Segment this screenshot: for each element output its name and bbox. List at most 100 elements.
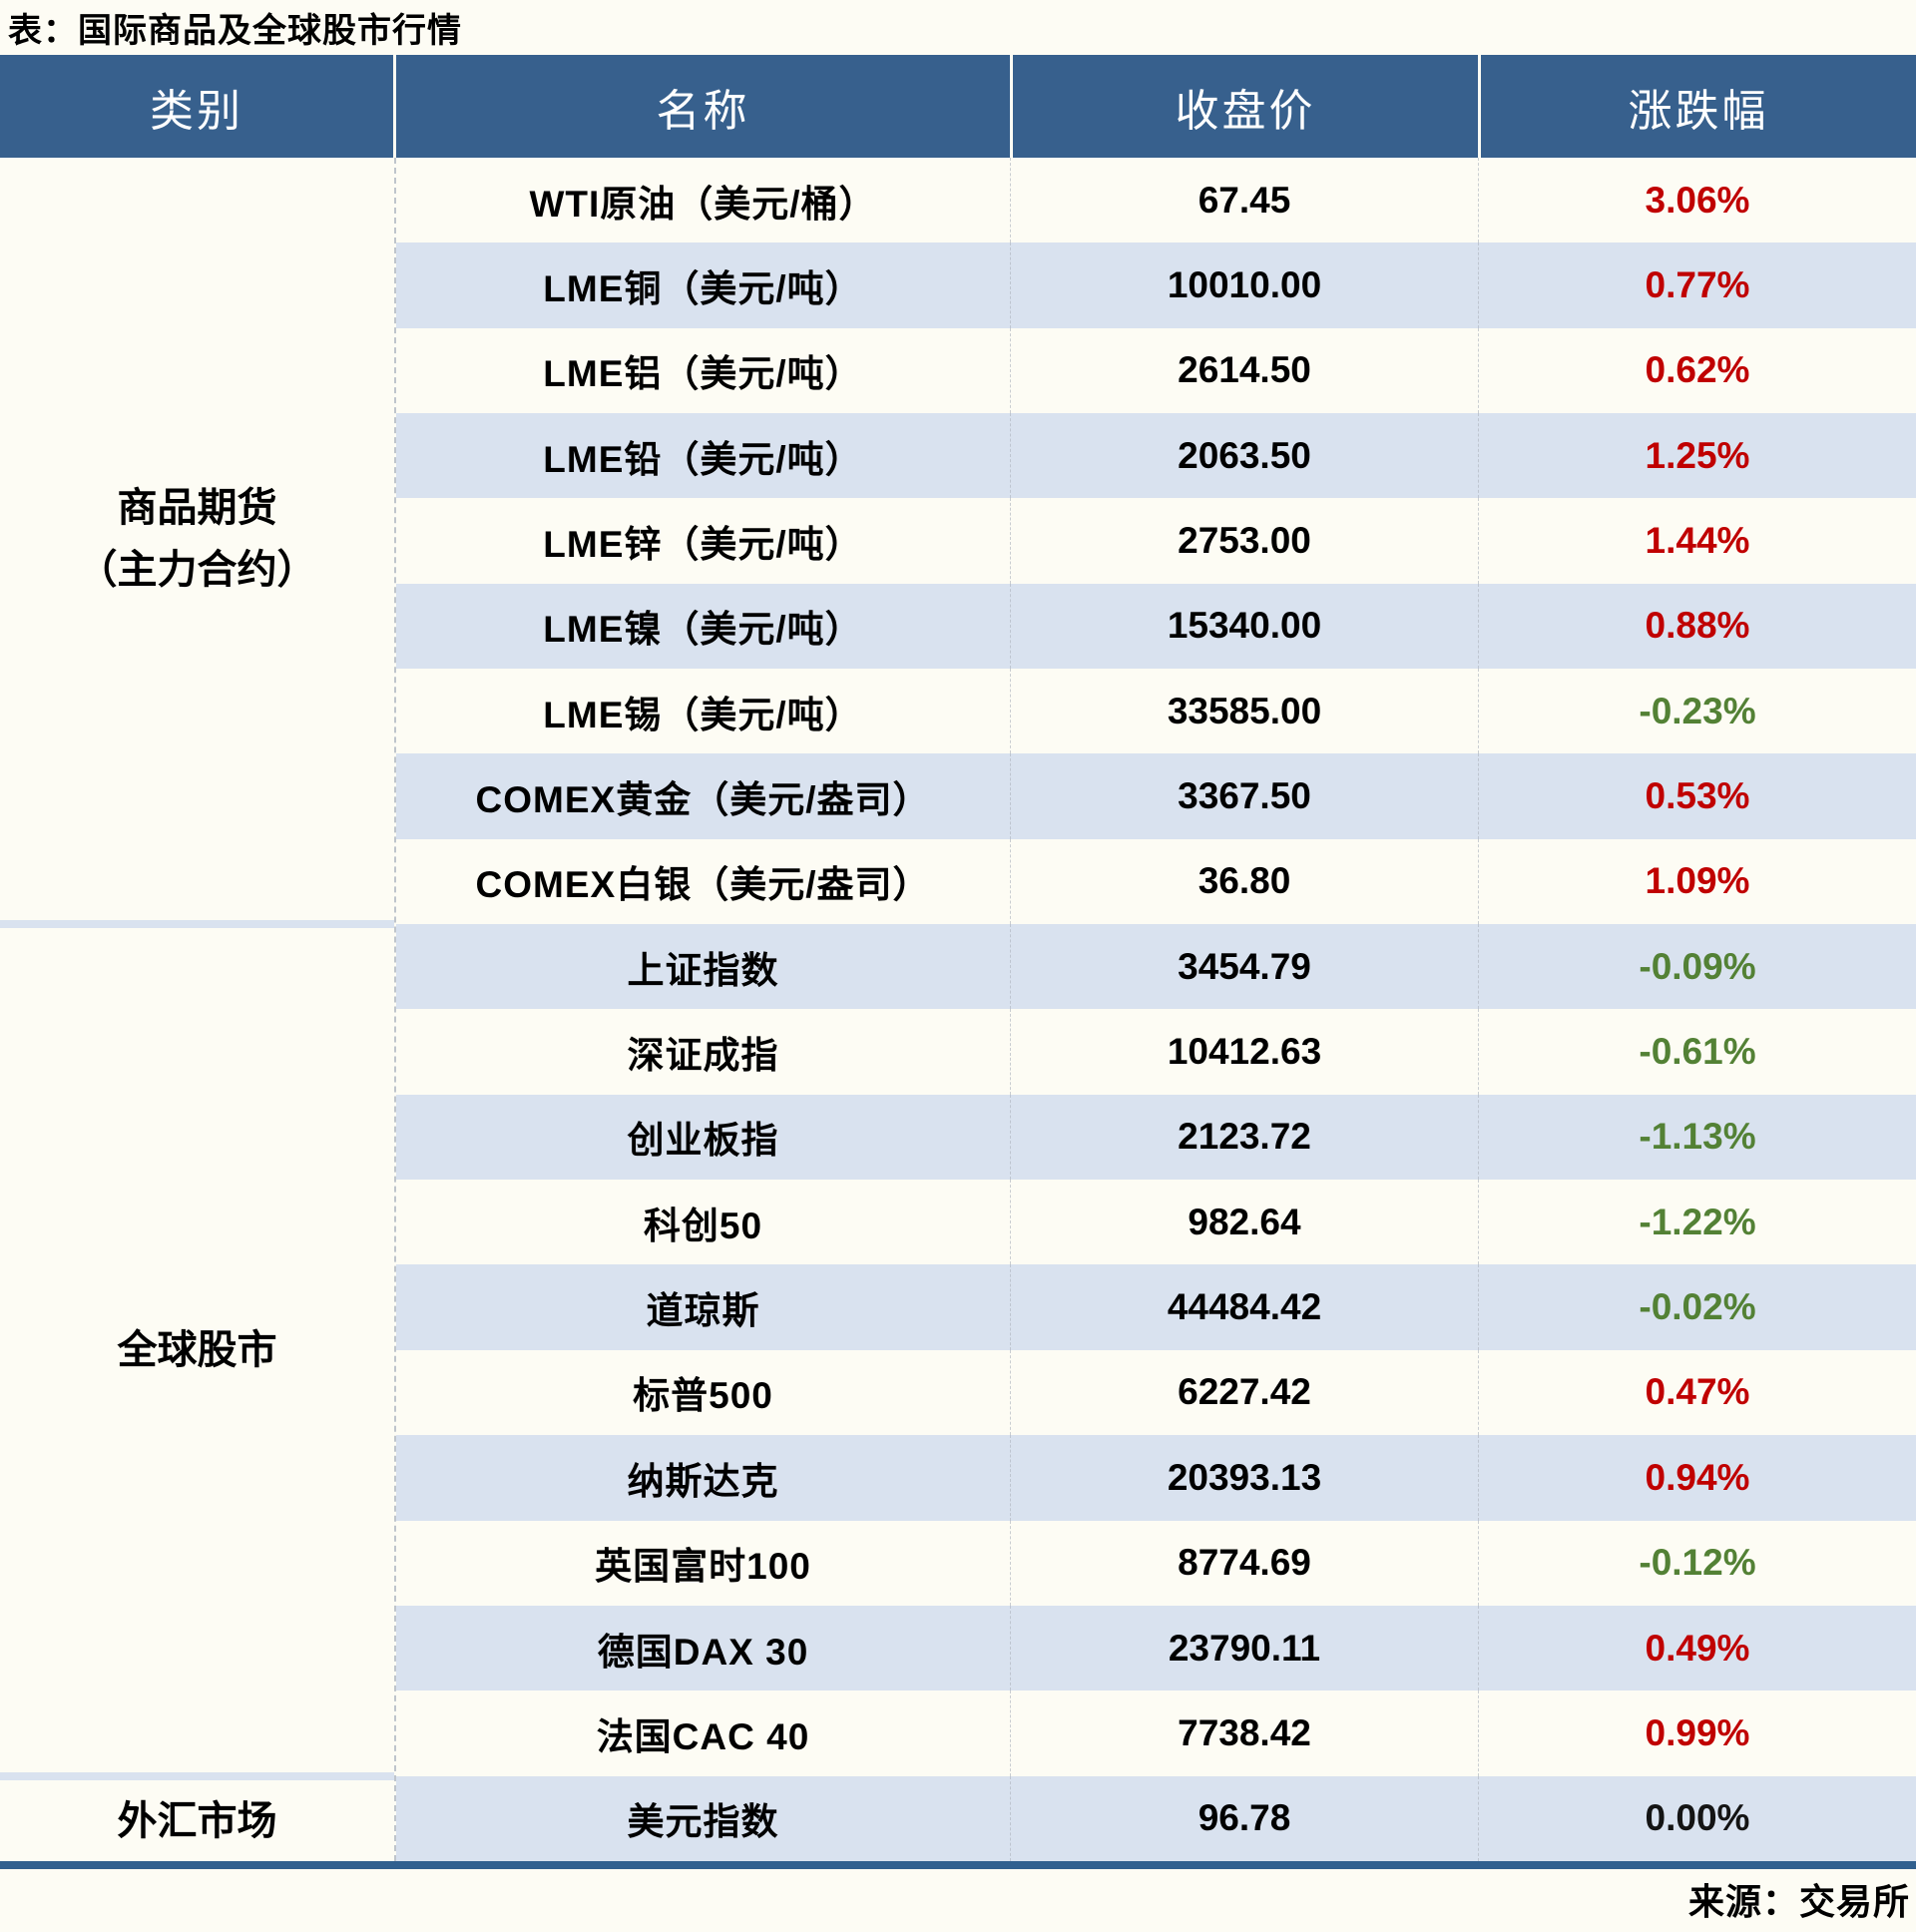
- table-row: COMEX白银（美元/盎司） 36.80 1.09%: [396, 838, 1916, 925]
- close-price-cell: 7738.42: [1010, 1690, 1478, 1776]
- close-price-cell: 6227.42: [1010, 1349, 1478, 1436]
- close-price-cell: 23790.11: [1010, 1605, 1478, 1691]
- instrument-name-cell: 上证指数: [627, 949, 779, 991]
- table-row: 上证指数 3454.79 -0.09%: [396, 924, 1916, 1010]
- close-price-cell: 15340.00: [1010, 583, 1478, 670]
- close-price-cell: 2614.50: [1010, 327, 1478, 414]
- close-price-cell: 33585.00: [1010, 669, 1478, 754]
- instrument-name-cell: 英国富时100: [595, 1546, 811, 1588]
- change-pct-cell: -0.61%: [1478, 1009, 1916, 1095]
- category-cell: 全球股市: [0, 928, 394, 1772]
- change-pct-cell: 0.77%: [1478, 242, 1916, 328]
- close-price-cell: 2123.72: [1010, 1094, 1478, 1181]
- change-pct-cell: -0.23%: [1478, 669, 1916, 754]
- change-pct-cell: 3.06%: [1478, 158, 1916, 243]
- instrument-name-cell: LME铜（美元/吨）: [543, 268, 863, 310]
- change-pct-cell: -0.02%: [1478, 1264, 1916, 1350]
- instrument-name-cell: 美元指数: [627, 1801, 779, 1843]
- table-row: 纳斯达克 20393.13 0.94%: [396, 1435, 1916, 1521]
- change-pct-cell: 0.99%: [1478, 1690, 1916, 1776]
- category-label-line: （主力合约）: [77, 548, 317, 592]
- change-pct-cell: 1.25%: [1478, 413, 1916, 499]
- change-pct-cell: 0.94%: [1478, 1435, 1916, 1521]
- close-price-cell: 36.80: [1010, 838, 1478, 925]
- table-row: 道琼斯 44484.42 -0.02%: [396, 1264, 1916, 1350]
- change-pct-cell: 0.47%: [1478, 1349, 1916, 1436]
- section-divider: [0, 920, 394, 928]
- close-price-cell: 20393.13: [1010, 1435, 1478, 1521]
- table-row: 创业板指 2123.72 -1.13%: [396, 1094, 1916, 1181]
- change-pct-cell: 0.00%: [1478, 1775, 1916, 1861]
- table-row: 德国DAX 30 23790.11 0.49%: [396, 1605, 1916, 1691]
- column-header-name: 名称: [396, 55, 1010, 158]
- instrument-name-cell: 科创50: [643, 1205, 763, 1246]
- close-price-cell: 67.45: [1010, 158, 1478, 243]
- data-rows: WTI原油（美元/桶） 67.45 3.06% LME铜（美元/吨） 10010.00 0…: [396, 158, 1916, 1861]
- instrument-name-cell: 道琼斯: [646, 1290, 760, 1332]
- change-pct-cell: -1.22%: [1478, 1180, 1916, 1265]
- close-price-cell: 96.78: [1010, 1775, 1478, 1861]
- table-row: LME锌（美元/吨） 2753.00 1.44%: [396, 498, 1916, 584]
- table-row: 法国CAC 40 7738.42 0.99%: [396, 1690, 1916, 1776]
- instrument-name-cell: LME镍（美元/吨）: [543, 609, 863, 651]
- table-row: 科创50 982.64 -1.22%: [396, 1180, 1916, 1265]
- column-header-change: 涨跌幅: [1481, 55, 1916, 158]
- table-row: 深证成指 10412.63 -0.61%: [396, 1009, 1916, 1095]
- table-body: 商品期货 （主力合约） 全球股市外汇市场 WTI原油（美元/桶） 67.45 3.06%…: [0, 158, 1916, 1861]
- change-pct-cell: -0.12%: [1478, 1520, 1916, 1606]
- category-cell: 商品期货 （主力合约）: [0, 158, 394, 920]
- instrument-name-cell: 法国CAC 40: [596, 1715, 810, 1757]
- close-price-cell: 10412.63: [1010, 1009, 1478, 1095]
- instrument-name-cell: 德国DAX 30: [597, 1631, 809, 1673]
- close-price-cell: 10010.00: [1010, 242, 1478, 328]
- close-price-cell: 2753.00: [1010, 498, 1478, 584]
- table-row: LME锡（美元/吨） 33585.00 -0.23%: [396, 669, 1916, 754]
- category-column: 商品期货 （主力合约） 全球股市外汇市场: [0, 158, 396, 1861]
- instrument-name-cell: 标普500: [633, 1375, 773, 1417]
- close-price-cell: 3367.50: [1010, 753, 1478, 839]
- section-divider: [0, 1772, 394, 1780]
- change-pct-cell: 1.44%: [1478, 498, 1916, 584]
- instrument-name-cell: LME锌（美元/吨）: [543, 524, 863, 566]
- instrument-name-cell: 纳斯达克: [627, 1460, 779, 1502]
- table-header-row: 类别 名称 收盘价 涨跌幅: [0, 55, 1916, 158]
- change-pct-cell: 1.09%: [1478, 838, 1916, 925]
- close-price-cell: 8774.69: [1010, 1520, 1478, 1606]
- close-price-cell: 3454.79: [1010, 924, 1478, 1010]
- category-label-line: 全球股市: [117, 1328, 277, 1372]
- table-row: LME铜（美元/吨） 10010.00 0.77%: [396, 242, 1916, 328]
- instrument-name-cell: LME铝（美元/吨）: [543, 353, 863, 395]
- table-row: 美元指数 96.78 0.00%: [396, 1775, 1916, 1861]
- table-row: LME铅（美元/吨） 2063.50 1.25%: [396, 413, 1916, 499]
- instrument-name-cell: LME锡（美元/吨）: [543, 694, 863, 735]
- close-price-cell: 44484.42: [1010, 1264, 1478, 1350]
- column-header-category: 类别: [0, 55, 393, 158]
- close-price-cell: 982.64: [1010, 1180, 1478, 1265]
- table-title: 表：国际商品及全球股市行情: [8, 12, 462, 50]
- instrument-name-cell: LME铅（美元/吨）: [543, 438, 863, 480]
- table-row: WTI原油（美元/桶） 67.45 3.06%: [396, 158, 1916, 243]
- change-pct-cell: -1.13%: [1478, 1094, 1916, 1181]
- instrument-name-cell: WTI原油（美元/桶）: [529, 183, 877, 225]
- category-label-line: 商品期货: [117, 486, 277, 530]
- table-row: 英国富时100 8774.69 -0.12%: [396, 1520, 1916, 1606]
- change-pct-cell: 0.88%: [1478, 583, 1916, 670]
- change-pct-cell: 0.62%: [1478, 327, 1916, 414]
- change-pct-cell: -0.09%: [1478, 924, 1916, 1010]
- source-note: 来源：交易所: [1687, 1881, 1910, 1922]
- table-row: 标普500 6227.42 0.47%: [396, 1349, 1916, 1436]
- change-pct-cell: 0.53%: [1478, 753, 1916, 839]
- table-row: COMEX黄金（美元/盎司） 3367.50 0.53%: [396, 753, 1916, 839]
- instrument-name-cell: COMEX白银（美元/盎司）: [475, 864, 931, 906]
- category-cell: 外汇市场: [0, 1780, 394, 1861]
- instrument-name-cell: COMEX黄金（美元/盎司）: [475, 779, 931, 821]
- category-label-line: 外汇市场: [117, 1798, 277, 1843]
- table-row: LME铝（美元/吨） 2614.50 0.62%: [396, 327, 1916, 414]
- column-header-close: 收盘价: [1013, 55, 1478, 158]
- close-price-cell: 2063.50: [1010, 413, 1478, 499]
- change-pct-cell: 0.49%: [1478, 1605, 1916, 1691]
- instrument-name-cell: 深证成指: [627, 1035, 779, 1077]
- bottom-rule: [0, 1861, 1916, 1869]
- instrument-name-cell: 创业板指: [627, 1120, 779, 1162]
